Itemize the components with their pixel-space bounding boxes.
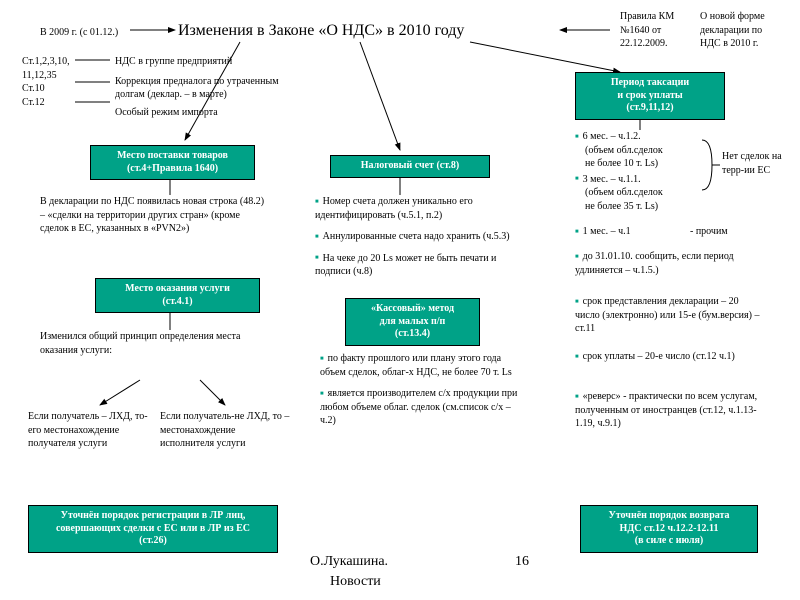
ref-l1: Ст.1,2,3,10, <box>22 55 70 69</box>
tra1: Правила КМ <box>620 10 674 24</box>
col1-p2: Изменился общий принцип определения мест… <box>40 330 270 357</box>
box-cash-l3: (ст.13.4) <box>352 328 473 341</box>
box-period-l1: Период таксации <box>582 77 718 90</box>
top-item-3: Особый режим импорта <box>115 106 279 120</box>
top-left-note: В 2009 г. (с 01.12.) <box>40 26 118 40</box>
footer-line2: Новости <box>330 574 381 590</box>
box-cash: «Кассовый» метод для малых п/п (ст.13.4) <box>345 298 480 346</box>
box-supply: Место поставки товаров (ст.4+Правила 164… <box>90 145 255 180</box>
top-item-2b: долгам (деклар. – в марте) <box>115 88 279 102</box>
c3b1b: (объем обл.сделок <box>575 144 700 158</box>
box-refund: Уточнён порядок возврата НДС ст.12 ч.12.… <box>580 505 758 553</box>
box-supply-l2: (ст.4+Правила 1640) <box>97 163 248 176</box>
col2-b1: Номер счета должен уникально его идентиф… <box>315 195 520 222</box>
top-list: НДС в группе предприятий Коррекция предн… <box>115 55 279 119</box>
c3b5t: срок представления декларации – 20 число… <box>575 296 759 334</box>
box-cash-l1: «Кассовый» метод <box>352 303 473 316</box>
c3b2a: 3 мес. – ч.1.1. <box>575 173 700 187</box>
top-right-a: Правила КМ №1640 от 22.12.2009. <box>620 10 674 51</box>
col2-b2: Аннулированные счета надо хранить (ч.5.3… <box>315 230 520 244</box>
box-reg-l3: (ст.26) <box>35 535 271 548</box>
page-title: Изменения в Законе «О НДС» в 2010 году <box>178 22 464 40</box>
c3b1a: 6 мес. – ч.1.2. <box>575 130 700 144</box>
box-refund-l1: Уточнён порядок возврата <box>587 510 751 523</box>
box-period-l3: (ст.9,11,12) <box>582 102 718 115</box>
box-supply-l1: Место поставки товаров <box>97 150 248 163</box>
col1-rightcase: Если получатель-не ЛХД, то – местонахожд… <box>160 410 290 451</box>
ref-l2: 11,12,35 <box>22 69 70 83</box>
box-service-l1: Место оказания услуги <box>102 283 253 296</box>
box-service: Место оказания услуги (ст.4.1) <box>95 278 260 313</box>
c3b6t: срок уплаты – 20-е число (ст.12 ч.1) <box>575 351 735 362</box>
box-reg: Уточнён порядок регистрации в ЛР лиц, со… <box>28 505 278 553</box>
ref-l3: Ст.10 <box>22 82 70 96</box>
c3b3: 1 мес. – ч.1 <box>575 225 665 239</box>
c3b4: до 31.01.10. сообщить, если период удлин… <box>575 250 765 277</box>
box-cash-l2: для малых п/п <box>352 316 473 329</box>
c3b7t: «реверс» - практически по всем услугам, … <box>575 391 757 429</box>
trb2: декларации по <box>700 24 765 38</box>
trb1: О новой форме <box>700 10 765 24</box>
top-item-2a: Коррекция предналога по утраченным <box>115 75 279 89</box>
c3b5: срок представления декларации – 20 число… <box>575 295 765 336</box>
col2-cash: по факту прошлого или плану этого года о… <box>320 352 525 428</box>
box-period-l2: и срок уплаты <box>582 90 718 103</box>
col2: Номер счета должен уникально его идентиф… <box>315 195 520 279</box>
col2-cash1: по факту прошлого или плану этого года о… <box>320 352 525 379</box>
top-right-b: О новой форме декларации по НДС в 2010 г… <box>700 10 765 51</box>
bracket-note: Нет сделок на терр-ии ЕС <box>722 150 792 177</box>
col3-top: 6 мес. – ч.1.2. (объем обл.сделок не бол… <box>575 130 700 213</box>
page-number: 16 <box>515 554 529 570</box>
box-reg-l1: Уточнён порядок регистрации в ЛР лиц, <box>35 510 271 523</box>
footer-author: О.Лукашина. <box>310 554 388 570</box>
trb3: НДС в 2010 г. <box>700 37 765 51</box>
top-item-1: НДС в группе предприятий <box>115 55 279 69</box>
c3b1c: не более 10 т. Ls) <box>575 157 700 171</box>
c3b3t: 1 мес. – ч.1 <box>575 226 631 237</box>
col2-cash2: является производителем с/х продукции пр… <box>320 387 525 428</box>
c3b7: «реверс» - практически по всем услугам, … <box>575 390 770 431</box>
box-period: Период таксации и срок уплаты (ст.9,11,1… <box>575 72 725 120</box>
box-account-l1: Налоговый счет (ст.8) <box>337 160 483 173</box>
box-account: Налоговый счет (ст.8) <box>330 155 490 178</box>
tra2: №1640 от <box>620 24 674 38</box>
box-service-l2: (ст.4.1) <box>102 296 253 309</box>
col1-p1: В декларации по НДС появилась новая стро… <box>40 195 270 236</box>
ref-l4: Ст.12 <box>22 96 70 110</box>
box-reg-l2: совершающих сделки с ЕС или в ЛР из ЕС <box>35 523 271 536</box>
c3b6: срок уплаты – 20-е число (ст.12 ч.1) <box>575 350 765 364</box>
col1-leftcase: Если получатель – ЛХД, то-его местонахож… <box>28 410 148 451</box>
c3b3r: - прочим <box>690 225 728 239</box>
box-refund-l2: НДС ст.12 ч.12.2-12.11 <box>587 523 751 536</box>
col2-b3: На чеке до 20 Ls может не быть печати и … <box>315 252 520 279</box>
c3b2b: (объем обл.сделок <box>575 186 700 200</box>
c3b4t: до 31.01.10. сообщить, если период удлин… <box>575 251 734 276</box>
tra3: 22.12.2009. <box>620 37 674 51</box>
ref-left: Ст.1,2,3,10, 11,12,35 Ст.10 Ст.12 <box>22 55 70 109</box>
box-refund-l3: (в силе с июля) <box>587 535 751 548</box>
c3b2c: не более 35 т. Ls) <box>575 200 700 214</box>
